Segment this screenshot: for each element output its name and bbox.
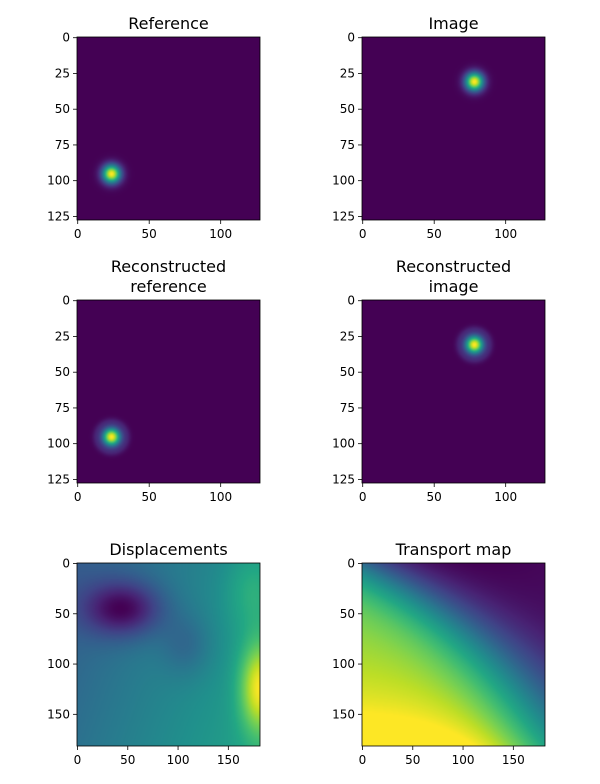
x-tick-label: 0: [74, 753, 82, 767]
axes-frame: [76, 299, 261, 484]
heatmap-image: [77, 300, 260, 483]
y-tick-label: 25: [340, 329, 355, 343]
y-tick-label: 50: [55, 365, 70, 379]
axes-frame: [76, 36, 261, 221]
x-tick-label: 50: [120, 753, 135, 767]
y-tick-label: 100: [332, 437, 355, 451]
chart-title: Displacements: [109, 540, 227, 559]
x-tick-label: 50: [142, 490, 157, 504]
y-tick-label: 50: [55, 607, 70, 621]
chart-title: image: [429, 277, 479, 296]
y-tick-label: 0: [62, 294, 70, 308]
y-tick-label: 25: [340, 66, 355, 80]
x-tick-label: 100: [209, 227, 232, 241]
y-tick-label: 50: [340, 607, 355, 621]
axes-frame: [361, 299, 546, 484]
x-tick-label: 150: [217, 753, 240, 767]
y-tick-label: 75: [340, 401, 355, 415]
chart-title: Reconstructed: [396, 257, 511, 276]
y-tick-label: 100: [47, 657, 70, 671]
y-tick-label: 25: [55, 66, 70, 80]
heatmap-image: [362, 563, 545, 746]
y-tick-label: 0: [62, 557, 70, 571]
heatmap-image: [77, 37, 260, 220]
y-tick-label: 0: [347, 31, 355, 45]
heatmap-panel: Displacements 0 50 100 150 0 50 100 150: [47, 540, 261, 767]
heatmap-panel: Transport map 0 50 100 150 0 50 100 150: [332, 540, 546, 767]
y-tick-label: 25: [55, 329, 70, 343]
y-tick-label: 150: [47, 707, 70, 721]
chart-title: Transport map: [395, 540, 512, 559]
y-tick-label: 125: [47, 472, 70, 486]
axes-frame: [361, 562, 546, 747]
y-tick-label: 100: [332, 657, 355, 671]
x-tick-label: 0: [74, 490, 82, 504]
heatmap-image: [362, 37, 545, 220]
chart-title: Reconstructed: [111, 257, 226, 276]
x-tick-label: 100: [167, 753, 190, 767]
y-tick-label: 150: [332, 707, 355, 721]
x-tick-label: 50: [427, 227, 442, 241]
y-tick-label: 75: [340, 138, 355, 152]
y-tick-label: 0: [347, 557, 355, 571]
chart-title: Image: [428, 14, 478, 33]
y-tick-label: 100: [332, 174, 355, 188]
x-tick-label: 100: [452, 753, 475, 767]
x-tick-label: 100: [494, 490, 517, 504]
x-tick-label: 150: [502, 753, 525, 767]
y-tick-label: 125: [332, 209, 355, 223]
x-tick-label: 0: [74, 227, 82, 241]
x-tick-label: 0: [359, 490, 367, 504]
heatmap-image: [362, 300, 545, 483]
heatmap-panel: Reference 0 50 100 0 25 50 75 100 125: [47, 14, 261, 241]
x-tick-label: 0: [359, 753, 367, 767]
x-tick-label: 100: [209, 490, 232, 504]
axes-frame: [76, 562, 261, 747]
x-tick-label: 50: [405, 753, 420, 767]
x-tick-label: 100: [494, 227, 517, 241]
y-tick-label: 125: [47, 209, 70, 223]
chart-title: reference: [130, 277, 206, 296]
chart-title: Reference: [128, 14, 209, 33]
y-tick-label: 0: [347, 294, 355, 308]
y-tick-label: 50: [55, 102, 70, 116]
y-tick-label: 125: [332, 472, 355, 486]
axes-frame: [361, 36, 546, 221]
x-tick-label: 50: [427, 490, 442, 504]
y-tick-label: 50: [340, 365, 355, 379]
y-tick-label: 100: [47, 174, 70, 188]
y-tick-label: 100: [47, 437, 70, 451]
x-tick-label: 0: [359, 227, 367, 241]
y-tick-label: 0: [62, 31, 70, 45]
y-tick-label: 50: [340, 102, 355, 116]
x-tick-label: 50: [142, 227, 157, 241]
heatmap-image: [77, 563, 260, 746]
y-tick-label: 75: [55, 401, 70, 415]
heatmap-panel: Image 0 50 100 0 25 50 75 100 125: [332, 14, 546, 241]
y-tick-label: 75: [55, 138, 70, 152]
